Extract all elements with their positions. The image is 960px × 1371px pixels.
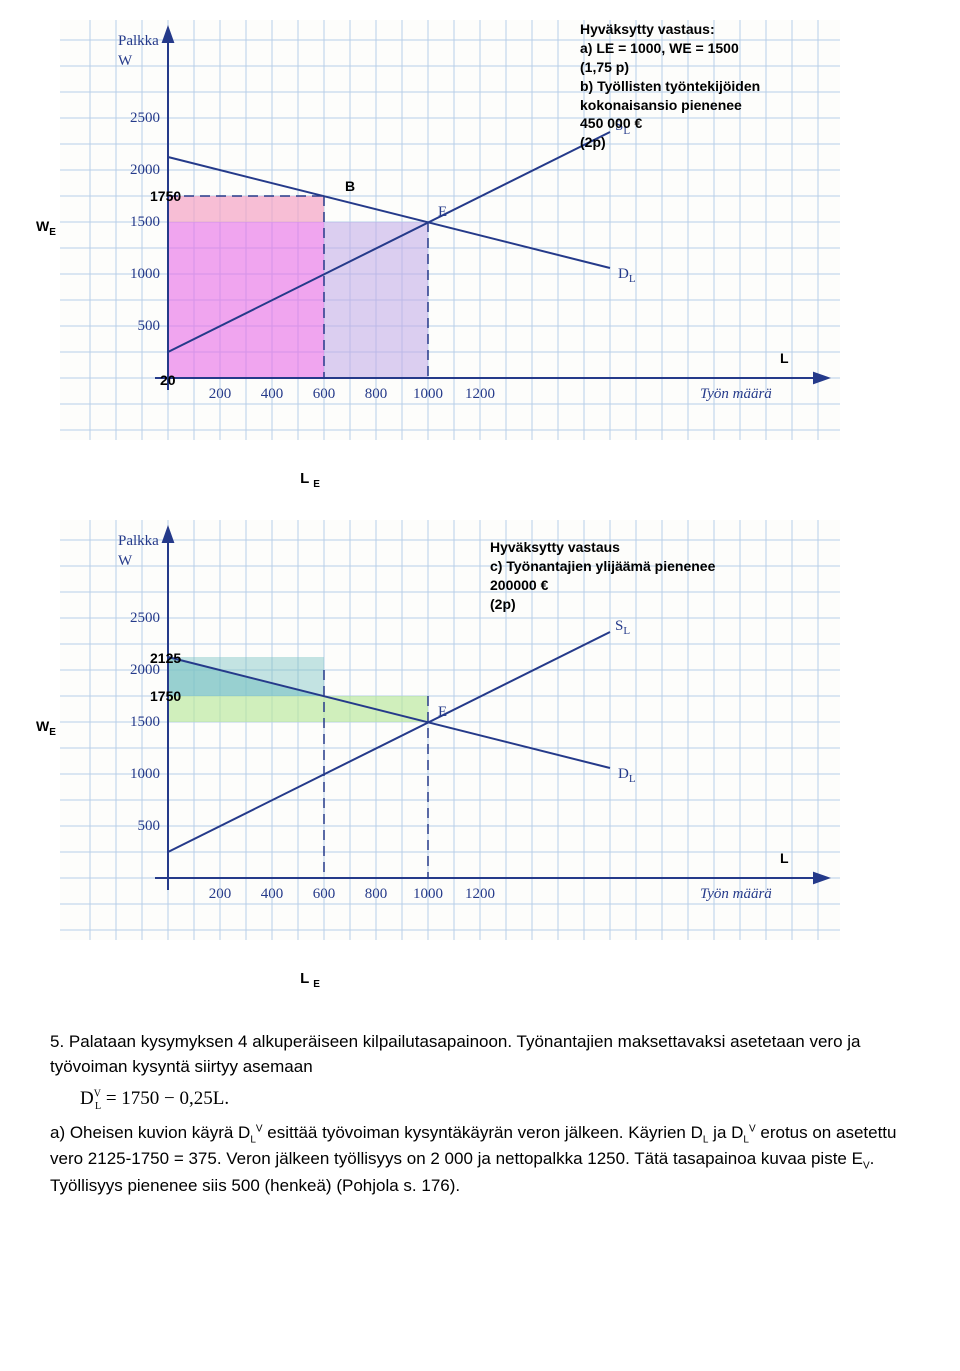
answer-2-l2: c) Työnantajien ylijäämä pienenee <box>490 557 820 576</box>
graph-1-container: 500 1000 1500 2000 2500 200 400 600 800 … <box>60 20 920 460</box>
label-l-b: L <box>780 850 789 866</box>
svg-text:1200: 1200 <box>465 886 495 902</box>
answer-2-l3: 200000 € <box>490 576 820 595</box>
svg-text:1500: 1500 <box>130 714 160 730</box>
label-1750: 1750 <box>150 188 181 204</box>
q5-part-a: a) Oheisen kuvion käyrä DLV esittää työv… <box>50 1121 910 1199</box>
answer-box-1: Hyväksytty vastaus: a) LE = 1000, WE = 1… <box>580 20 830 152</box>
svg-text:400: 400 <box>261 386 284 402</box>
label-b: B <box>345 178 355 194</box>
svg-text:1000: 1000 <box>130 266 160 282</box>
svg-text:200: 200 <box>209 886 232 902</box>
svg-text:1000: 1000 <box>413 886 443 902</box>
y-axis-title-w: W <box>118 53 133 69</box>
svg-text:500: 500 <box>138 818 161 834</box>
svg-text:1000: 1000 <box>130 766 160 782</box>
point-e: E <box>438 204 447 220</box>
answer-2-l1: Hyväksytty vastaus <box>490 538 820 557</box>
label-20: 20 <box>160 372 176 388</box>
answer-1-l6: 450 000 € <box>580 114 830 133</box>
label-l: L <box>780 350 789 366</box>
svg-text:2500: 2500 <box>130 610 160 626</box>
svg-text:1000: 1000 <box>413 386 443 402</box>
svg-text:2000: 2000 <box>130 162 160 178</box>
answer-1-l1: Hyväksytty vastaus: <box>580 20 830 39</box>
graph-2-container: 500 1000 1500 2000 2500 200 400 600 800 … <box>60 520 920 960</box>
svg-text:600: 600 <box>313 886 336 902</box>
answer-1-l3: (1,75 p) <box>580 58 830 77</box>
svg-text:W: W <box>118 553 133 569</box>
answer-1-l7: (2p) <box>580 133 830 152</box>
y-axis-title-palkka: Palkka <box>118 33 159 49</box>
svg-text:1200: 1200 <box>465 386 495 402</box>
question-5-text: 5. Palataan kysymyksen 4 alkuperäiseen k… <box>50 1030 910 1199</box>
x-axis-title: Työn määrä <box>700 386 772 402</box>
label-2125: 2125 <box>150 650 181 666</box>
svg-text:400: 400 <box>261 886 284 902</box>
svg-text:800: 800 <box>365 386 388 402</box>
svg-text:500: 500 <box>138 318 161 334</box>
svg-text:600: 600 <box>313 386 336 402</box>
svg-text:2500: 2500 <box>130 110 160 126</box>
label-we-b: WE <box>36 718 56 738</box>
svg-text:1500: 1500 <box>130 214 160 230</box>
label-we: WE <box>36 218 56 238</box>
answer-box-2: Hyväksytty vastaus c) Työnantajien ylijä… <box>490 538 820 614</box>
le-label-2: L E <box>260 970 360 990</box>
svg-text:800: 800 <box>365 886 388 902</box>
answer-1-l5: kokonaisansio pienenee <box>580 96 830 115</box>
svg-text:Työn määrä: Työn määrä <box>700 886 772 902</box>
label-1750-b: 1750 <box>150 688 181 704</box>
svg-text:200: 200 <box>209 386 232 402</box>
answer-2-l4: (2p) <box>490 595 820 614</box>
q5-intro: 5. Palataan kysymyksen 4 alkuperäiseen k… <box>50 1030 910 1079</box>
le-label-1: L E <box>260 470 360 490</box>
answer-1-l2: a) LE = 1000, WE = 1500 <box>580 39 830 58</box>
svg-text:Palkka: Palkka <box>118 533 159 549</box>
answer-1-l4: b) Työllisten työntekijöiden <box>580 77 830 96</box>
svg-text:E: E <box>438 704 447 720</box>
